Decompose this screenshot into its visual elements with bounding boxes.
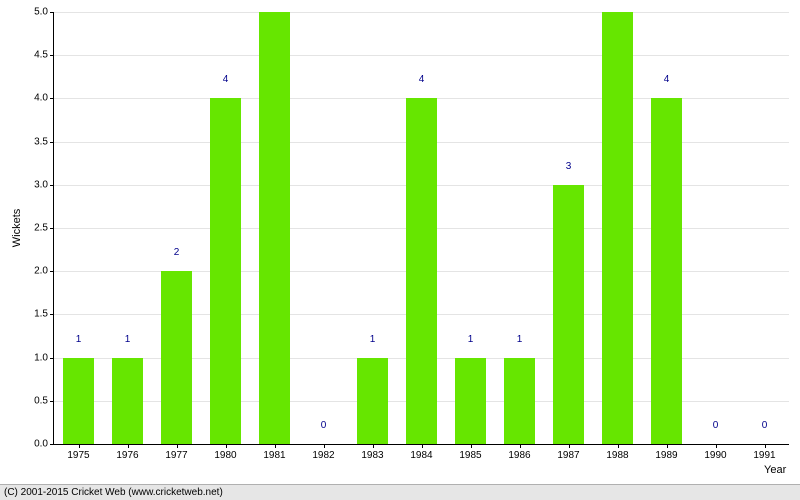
ytick-label: 3.5 xyxy=(34,136,54,147)
bar xyxy=(112,358,142,444)
xtick-label: 1976 xyxy=(116,444,138,461)
ytick-label: 1.0 xyxy=(34,352,54,363)
ytick-label: 1.5 xyxy=(34,309,54,320)
chart-container: 0.0 0.5 1.0 1.5 2.0 2.5 3.0 3.5 4.0 4.5 5.0 1975 1 19… xyxy=(0,0,800,500)
bar xyxy=(455,358,485,444)
xtick-label: 1990 xyxy=(704,444,726,461)
xtick-label: 1991 xyxy=(753,444,775,461)
bar xyxy=(406,98,436,444)
ytick-label: 2.0 xyxy=(34,266,54,277)
bar xyxy=(63,358,93,444)
xtick-label: 1984 xyxy=(410,444,432,461)
gridline xyxy=(54,12,789,13)
bar xyxy=(504,358,534,444)
ytick-label: 2.5 xyxy=(34,223,54,234)
xtick-label: 1988 xyxy=(606,444,628,461)
xtick-label: 1981 xyxy=(263,444,285,461)
xtick-label: 1975 xyxy=(67,444,89,461)
bar-value-label: 1 xyxy=(468,334,474,345)
bar xyxy=(553,185,583,444)
bar-value-label: 0 xyxy=(762,420,768,431)
plot-area: 0.00.51.01.52.02.53.03.54.04.55.01975119… xyxy=(53,12,789,445)
bar xyxy=(602,12,632,444)
bar-value-label: 1 xyxy=(76,334,82,345)
ytick-label: 0.0 xyxy=(34,439,54,450)
ytick-label: 3.0 xyxy=(34,179,54,190)
xtick-label: 1985 xyxy=(459,444,481,461)
ytick-label: 4.0 xyxy=(34,93,54,104)
xtick-label: 1987 xyxy=(557,444,579,461)
bar-value-label: 4 xyxy=(419,74,425,85)
bar-value-label: 2 xyxy=(174,247,180,258)
ytick-label: 0.5 xyxy=(34,395,54,406)
bar xyxy=(357,358,387,444)
bar xyxy=(259,12,289,444)
bar-value-label: 3 xyxy=(566,161,572,172)
xtick-label: 1982 xyxy=(312,444,334,461)
bar-value-label: 0 xyxy=(713,420,719,431)
bar-value-label: 4 xyxy=(664,74,670,85)
bar-value-label: 1 xyxy=(125,334,131,345)
xtick-label: 1977 xyxy=(165,444,187,461)
bar xyxy=(210,98,240,444)
bar-value-label: 4 xyxy=(223,74,229,85)
footer-bar: (C) 2001-2015 Cricket Web (www.cricketwe… xyxy=(0,484,800,500)
gridline xyxy=(54,55,789,56)
xtick-label: 1983 xyxy=(361,444,383,461)
ytick-label: 5.0 xyxy=(34,7,54,18)
footer-text: (C) 2001-2015 Cricket Web (www.cricketwe… xyxy=(4,487,223,498)
y-axis-title: Wickets xyxy=(11,209,23,248)
xtick-label: 1989 xyxy=(655,444,677,461)
xtick-label: 1980 xyxy=(214,444,236,461)
xtick-label: 1986 xyxy=(508,444,530,461)
x-axis-title: Year xyxy=(764,464,786,476)
bar-value-label: 0 xyxy=(321,420,327,431)
bar xyxy=(651,98,681,444)
bar xyxy=(161,271,191,444)
bar-value-label: 1 xyxy=(370,334,376,345)
ytick-label: 4.5 xyxy=(34,50,54,61)
bar-value-label: 1 xyxy=(517,334,523,345)
